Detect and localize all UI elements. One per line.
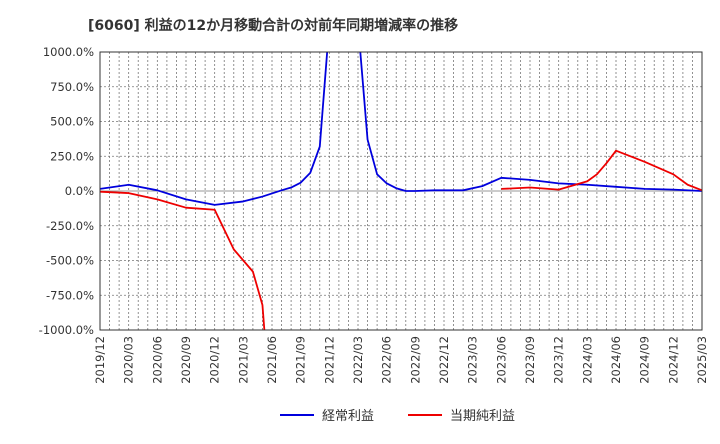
legend-label: 当期純利益	[450, 409, 515, 424]
x-tick-label: 2020/09	[179, 336, 193, 384]
x-axis-ticks: 2019/12 2020/03 2020/06 2020/09 2020/12 2021/…	[93, 336, 709, 384]
x-tick-label: 2023/03	[466, 336, 480, 384]
plot-area-frame	[99, 51, 703, 331]
y-tick-label: 250.0%	[50, 149, 94, 163]
x-tick-label: 2020/12	[208, 336, 222, 384]
x-tick-label: 2021/03	[236, 336, 250, 384]
y-tick-label: 750.0%	[50, 80, 94, 94]
y-tick-label: 1000.0%	[43, 45, 94, 59]
series-line-net-income	[501, 149, 702, 192]
x-tick-label: 2023/06	[494, 336, 508, 384]
x-tick-label: 2024/09	[638, 336, 652, 384]
x-tick-label: 2025/03	[695, 336, 709, 384]
y-tick-label: -500.0%	[46, 254, 94, 268]
x-tick-label: 2024/12	[666, 336, 680, 384]
x-tick-label: 2020/03	[122, 336, 136, 384]
chart-legend: 経常利益 当期純利益	[280, 409, 515, 424]
x-tick-label: 2022/03	[351, 336, 365, 384]
x-tick-label: 2022/09	[408, 336, 422, 384]
y-tick-label: 0.0%	[65, 184, 94, 198]
x-tick-label: 2022/12	[437, 336, 451, 384]
x-tick-label: 2023/12	[552, 336, 566, 384]
grid-lines	[99, 51, 703, 331]
series-line-net-income	[100, 190, 266, 330]
x-tick-label: 2022/06	[380, 336, 394, 384]
series-line-ordinary-profit	[100, 52, 702, 206]
y-tick-label: 500.0%	[50, 115, 94, 129]
x-tick-label: 2023/09	[523, 336, 537, 384]
legend-label: 経常利益	[322, 409, 374, 424]
x-tick-label: 2021/06	[265, 336, 279, 384]
x-tick-label: 2019/12	[93, 336, 107, 384]
y-tick-label: -250.0%	[46, 219, 94, 233]
x-tick-label: 2021/12	[322, 336, 336, 384]
x-tick-label: 2024/06	[609, 336, 623, 384]
data-series	[100, 52, 702, 330]
x-tick-label: 2021/09	[294, 336, 308, 384]
x-tick-label: 2024/03	[580, 336, 594, 384]
x-tick-label: 2020/06	[150, 336, 164, 384]
y-axis-ticks: 1000.0% 750.0% 500.0% 250.0% 0.0% -250.0% -500…	[39, 45, 94, 337]
chart-title: [6060] 利益の12か月移動合計の対前年同期増減率の推移	[88, 17, 458, 34]
y-tick-label: -750.0%	[46, 288, 94, 302]
y-tick-label: -1000.0%	[39, 323, 94, 337]
